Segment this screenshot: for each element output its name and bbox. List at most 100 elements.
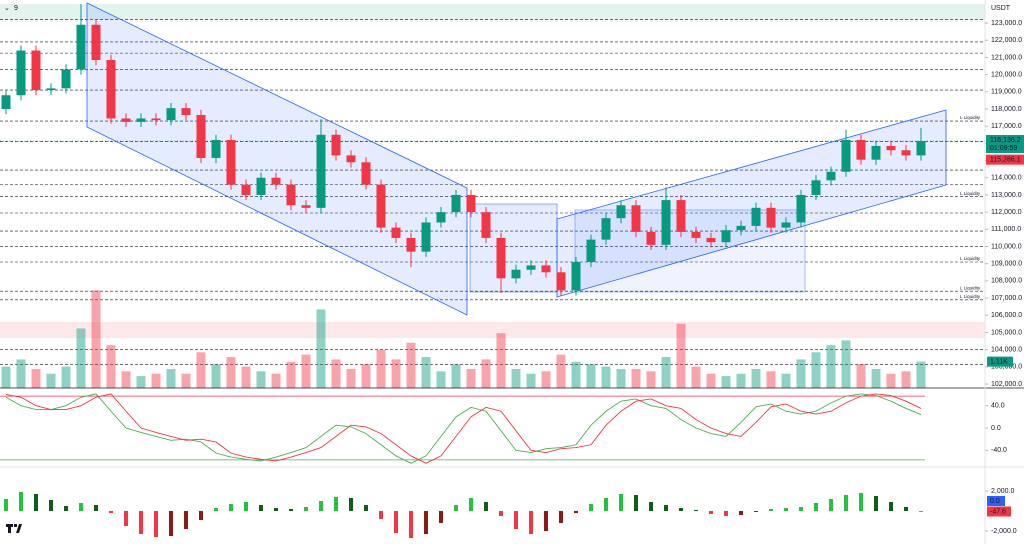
- macd-bar: [814, 503, 818, 511]
- currency[interactable]: USDT: [991, 5, 1011, 12]
- volume-bar: [616, 368, 626, 388]
- volume-bar: [766, 371, 776, 388]
- macd-bar: [664, 505, 668, 511]
- volume-bar: [481, 359, 491, 388]
- macd-line-label: 0.0: [990, 498, 1000, 505]
- y-tick-label: 103,000.0: [991, 364, 1022, 371]
- macd-bar: [799, 507, 803, 511]
- volume-bar: [691, 366, 701, 388]
- volume-zone: [0, 322, 985, 338]
- y-tick-label: 113,000.0: [991, 192, 1022, 199]
- volume-bar: [676, 323, 686, 388]
- liquidity-label: L Liquidity: [960, 115, 981, 120]
- candle-body: [181, 108, 191, 116]
- volume-bar: [316, 309, 326, 388]
- volume-bar: [826, 345, 836, 388]
- macd-bar: [274, 508, 278, 511]
- volume: [1, 290, 926, 388]
- candle-body: [571, 261, 581, 291]
- candle-body: [496, 237, 506, 279]
- y-tick-label: 119,000.0: [991, 89, 1022, 96]
- macd-bar: [874, 496, 878, 511]
- macd-bar: [739, 511, 743, 515]
- volume-bar: [901, 371, 911, 388]
- y-tick-label: 109,000.0: [991, 261, 1022, 268]
- macd-bar: [199, 511, 203, 520]
- macd-bar: [244, 502, 248, 511]
- candle-body: [46, 88, 56, 91]
- ma-price-box: [986, 154, 1024, 165]
- collapse-icon[interactable]: ⌄: [4, 5, 10, 12]
- candle-body: [886, 145, 896, 151]
- y-tick-label: 114,000.0: [991, 175, 1022, 182]
- liquidity-label: L Liquidity: [960, 191, 981, 196]
- macd-bar: [79, 503, 83, 511]
- macd-bar: [499, 511, 503, 516]
- volume-label: 1.11K: [990, 358, 1008, 365]
- volume-bar: [166, 368, 176, 388]
- candle-body: [421, 222, 431, 252]
- candle-body: [766, 207, 776, 228]
- volume-bar: [271, 373, 281, 388]
- candle-body: [331, 134, 341, 156]
- candle-body: [601, 218, 611, 240]
- volume-bar: [16, 359, 26, 388]
- ma-price: 115,286.1: [990, 156, 1021, 163]
- candle-body: [691, 231, 701, 238]
- y-tick-label: 107,000.0: [991, 295, 1022, 302]
- y-tick-label: -40.0: [991, 447, 1007, 454]
- symbol-label[interactable]: 9: [14, 5, 18, 12]
- volume-bar: [781, 373, 791, 388]
- macd-value-box: [987, 506, 1011, 517]
- macd-bar: [469, 498, 473, 511]
- volume-bar: [61, 366, 71, 388]
- volume-bar: [526, 373, 536, 388]
- candle-body: [901, 150, 911, 156]
- macd-bar: [4, 499, 8, 511]
- y-tick-label: 121,000.0: [991, 54, 1022, 61]
- macd-bar: [544, 511, 548, 531]
- macd-bar: [94, 505, 98, 511]
- volume-bar: [286, 361, 296, 388]
- price-axis: 102,000.0 103,000.0 104,000.0 105,000.0 106,…: [985, 20, 1024, 535]
- volume-bar: [601, 366, 611, 388]
- y-tick-label: 0.0: [991, 425, 1001, 432]
- y-tick-label: 120,000.0: [991, 71, 1022, 78]
- volume-bar: [916, 361, 926, 388]
- candle-body: [301, 205, 311, 208]
- volume-bar: [241, 366, 251, 388]
- y-tick-label: 123,000.0: [991, 20, 1022, 27]
- macd-bar: [379, 511, 383, 519]
- macd-bar: [169, 511, 173, 536]
- volume-bar: [256, 371, 266, 388]
- y-tick-label: 2,000.0: [991, 488, 1014, 495]
- y-tick-label: 108,000.0: [991, 278, 1022, 285]
- volume-bar: [886, 373, 896, 388]
- y-tick-label: 110,000.0: [991, 243, 1022, 250]
- macd-bar: [124, 511, 128, 526]
- candle-body: [196, 115, 206, 158]
- candle-body: [256, 177, 266, 195]
- volume-bar: [871, 368, 881, 388]
- macd-bar: [64, 506, 68, 511]
- volume-bar: [796, 359, 806, 388]
- candle-body: [436, 212, 446, 223]
- candle-body: [376, 184, 386, 228]
- macd-bar: [139, 511, 143, 534]
- candle-body: [76, 24, 86, 70]
- macd-bar: [454, 505, 458, 511]
- macd-bar: [694, 510, 698, 511]
- y-tick-label: 102,000.0: [991, 381, 1022, 388]
- macd-bar: [19, 492, 23, 511]
- candle-body: [106, 59, 116, 119]
- volume-bar: [841, 340, 851, 388]
- volume-bar: [736, 373, 746, 388]
- macd-bar: [844, 495, 848, 511]
- last-price: 116,136.2: [990, 137, 1021, 144]
- volume-bar: [496, 333, 506, 388]
- volume-bar: [571, 361, 581, 388]
- volume-bar: [541, 371, 551, 388]
- volume-bar: [466, 368, 476, 388]
